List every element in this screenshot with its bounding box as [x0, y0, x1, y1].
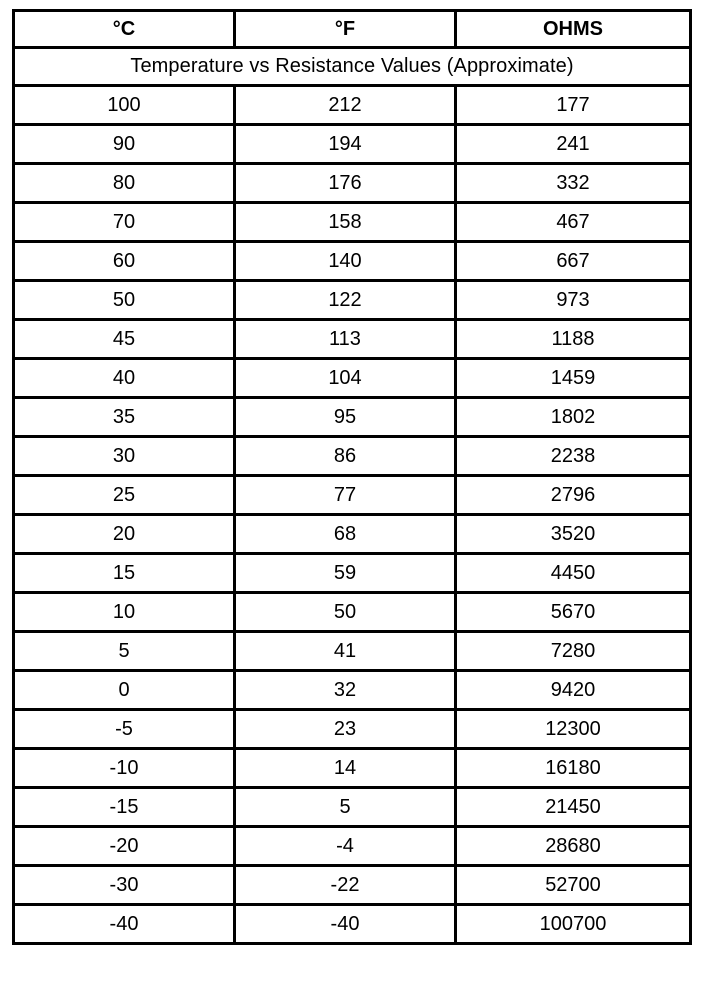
cell-fahrenheit: 14 [233, 747, 457, 789]
cell-fahrenheit: 140 [233, 240, 457, 282]
cell-ohms: 16180 [454, 747, 692, 789]
table-row: 5 41 7280 [12, 630, 692, 672]
cell-fahrenheit: 104 [233, 357, 457, 399]
cell-ohms: 12300 [454, 708, 692, 750]
cell-fahrenheit: 212 [233, 84, 457, 126]
header-fahrenheit: °F [233, 9, 457, 49]
temperature-resistance-table: °C °F OHMS Temperature vs Resistance Val… [12, 9, 692, 945]
cell-celsius: 40 [12, 357, 236, 399]
table-row: 50 122 973 [12, 279, 692, 321]
table-row: 80 176 332 [12, 162, 692, 204]
table-row: 15 59 4450 [12, 552, 692, 594]
cell-celsius: 70 [12, 201, 236, 243]
table-row: 35 95 1802 [12, 396, 692, 438]
cell-fahrenheit: 113 [233, 318, 457, 360]
table-row: 45 113 1188 [12, 318, 692, 360]
cell-fahrenheit: 23 [233, 708, 457, 750]
table-body: 100 212 177 90 194 241 80 176 332 70 158 467 60 140 66… [12, 84, 692, 945]
cell-ohms: 332 [454, 162, 692, 204]
cell-fahrenheit: 68 [233, 513, 457, 555]
cell-celsius: 90 [12, 123, 236, 165]
cell-ohms: 241 [454, 123, 692, 165]
cell-fahrenheit: -22 [233, 864, 457, 906]
cell-fahrenheit: 77 [233, 474, 457, 516]
cell-celsius: 25 [12, 474, 236, 516]
cell-fahrenheit: 95 [233, 396, 457, 438]
table-row: -15 5 21450 [12, 786, 692, 828]
cell-celsius: 0 [12, 669, 236, 711]
table-row: 10 50 5670 [12, 591, 692, 633]
cell-celsius: -20 [12, 825, 236, 867]
cell-ohms: 177 [454, 84, 692, 126]
table-row: -5 23 12300 [12, 708, 692, 750]
cell-ohms: 21450 [454, 786, 692, 828]
table-row: -10 14 16180 [12, 747, 692, 789]
cell-celsius: 35 [12, 396, 236, 438]
table-row: 100 212 177 [12, 84, 692, 126]
cell-celsius: 80 [12, 162, 236, 204]
cell-ohms: 1802 [454, 396, 692, 438]
cell-fahrenheit: 59 [233, 552, 457, 594]
table-row: 60 140 667 [12, 240, 692, 282]
table-row: 20 68 3520 [12, 513, 692, 555]
cell-celsius: -5 [12, 708, 236, 750]
header-celsius: °C [12, 9, 236, 49]
cell-celsius: -10 [12, 747, 236, 789]
cell-fahrenheit: 194 [233, 123, 457, 165]
cell-ohms: 1188 [454, 318, 692, 360]
table-row: -30 -22 52700 [12, 864, 692, 906]
header-ohms: OHMS [454, 9, 692, 49]
cell-fahrenheit: 122 [233, 279, 457, 321]
cell-fahrenheit: 32 [233, 669, 457, 711]
cell-celsius: 15 [12, 552, 236, 594]
cell-celsius: 60 [12, 240, 236, 282]
cell-ohms: 467 [454, 201, 692, 243]
cell-fahrenheit: -40 [233, 903, 457, 945]
header-row: °C °F OHMS [12, 9, 692, 49]
cell-ohms: 100700 [454, 903, 692, 945]
cell-fahrenheit: 50 [233, 591, 457, 633]
cell-ohms: 1459 [454, 357, 692, 399]
cell-ohms: 2796 [454, 474, 692, 516]
table-row: 25 77 2796 [12, 474, 692, 516]
table-row: -20 -4 28680 [12, 825, 692, 867]
cell-ohms: 52700 [454, 864, 692, 906]
cell-ohms: 9420 [454, 669, 692, 711]
cell-celsius: 100 [12, 84, 236, 126]
cell-ohms: 28680 [454, 825, 692, 867]
cell-celsius: 10 [12, 591, 236, 633]
cell-celsius: -15 [12, 786, 236, 828]
table-row: 0 32 9420 [12, 669, 692, 711]
cell-celsius: 30 [12, 435, 236, 477]
cell-fahrenheit: 176 [233, 162, 457, 204]
cell-ohms: 667 [454, 240, 692, 282]
cell-ohms: 3520 [454, 513, 692, 555]
cell-ohms: 973 [454, 279, 692, 321]
table-row: 40 104 1459 [12, 357, 692, 399]
cell-fahrenheit: 86 [233, 435, 457, 477]
cell-celsius: -40 [12, 903, 236, 945]
table-row: -40 -40 100700 [12, 903, 692, 945]
cell-celsius: 5 [12, 630, 236, 672]
table-row: 30 86 2238 [12, 435, 692, 477]
table-row: 70 158 467 [12, 201, 692, 243]
cell-ohms: 4450 [454, 552, 692, 594]
cell-fahrenheit: 5 [233, 786, 457, 828]
title-row: Temperature vs Resistance Values (Approx… [12, 46, 692, 87]
cell-celsius: 50 [12, 279, 236, 321]
cell-celsius: 20 [12, 513, 236, 555]
cell-ohms: 7280 [454, 630, 692, 672]
table-row: 90 194 241 [12, 123, 692, 165]
cell-celsius: -30 [12, 864, 236, 906]
cell-fahrenheit: 158 [233, 201, 457, 243]
cell-ohms: 2238 [454, 435, 692, 477]
cell-fahrenheit: 41 [233, 630, 457, 672]
cell-ohms: 5670 [454, 591, 692, 633]
cell-fahrenheit: -4 [233, 825, 457, 867]
cell-celsius: 45 [12, 318, 236, 360]
table-title: Temperature vs Resistance Values (Approx… [12, 46, 692, 87]
